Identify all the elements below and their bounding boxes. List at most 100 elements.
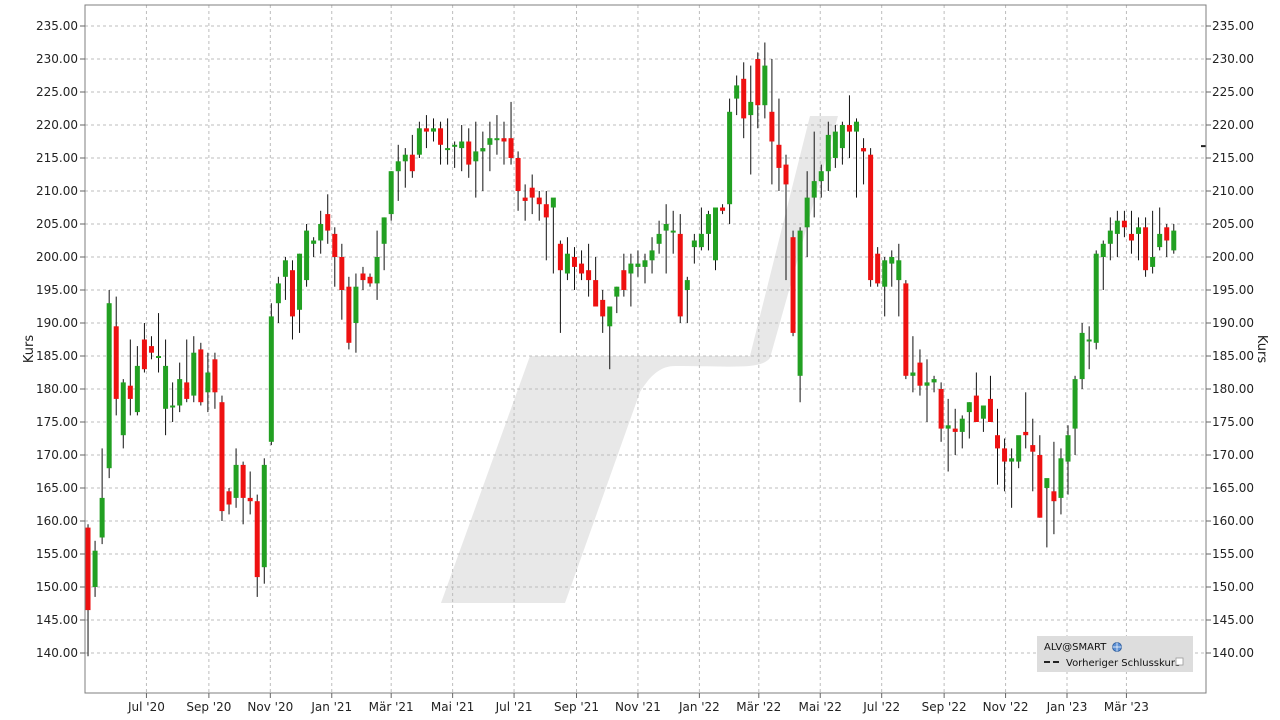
candle xyxy=(1016,435,1022,469)
candle-body xyxy=(762,65,768,106)
candle xyxy=(1002,438,1008,492)
candle xyxy=(1086,326,1092,370)
candle-body xyxy=(134,365,140,413)
candle-body xyxy=(804,197,810,228)
candle-body xyxy=(663,224,669,231)
candle xyxy=(748,65,754,175)
candle xyxy=(571,247,577,290)
candle xyxy=(388,171,394,221)
candle-body xyxy=(896,260,902,281)
candle-body xyxy=(282,260,288,277)
candle-body xyxy=(607,306,613,327)
y-tick-label-right: 185.00 xyxy=(1212,349,1254,363)
candle xyxy=(205,352,211,413)
y-tick-label-right: 165.00 xyxy=(1212,481,1254,495)
candle xyxy=(980,405,986,432)
candle-body xyxy=(191,352,197,396)
candle-body xyxy=(388,171,394,215)
candle xyxy=(1072,375,1078,455)
candle-body xyxy=(564,253,570,274)
candle xyxy=(163,339,169,436)
candle xyxy=(226,488,232,515)
candle xyxy=(1009,448,1015,508)
globe-icon[interactable] xyxy=(1112,642,1122,652)
y-tick-label-left: 205.00 xyxy=(36,217,78,231)
candle xyxy=(367,273,373,287)
candle-body xyxy=(642,260,648,267)
candle-body xyxy=(649,250,655,261)
candle-body xyxy=(1023,431,1029,436)
x-tick-label: Mär '21 xyxy=(369,700,414,714)
candle-body xyxy=(579,263,585,274)
candle-body xyxy=(543,204,549,218)
y-tick-label-right: 230.00 xyxy=(1212,52,1254,66)
candle xyxy=(755,52,761,129)
candle-body xyxy=(1171,230,1177,251)
candle xyxy=(543,191,549,261)
candle xyxy=(966,402,972,439)
candle-body xyxy=(1058,458,1064,498)
y-tick-label-right: 170.00 xyxy=(1212,448,1254,462)
y-tick-label-right: 215.00 xyxy=(1212,151,1254,165)
candle xyxy=(127,339,133,416)
y-tick-label-left: 140.00 xyxy=(36,646,78,660)
candle xyxy=(712,207,718,271)
candle xyxy=(797,227,803,403)
candle-body xyxy=(148,346,154,353)
candle xyxy=(275,276,281,323)
candle-body xyxy=(832,131,838,158)
y-tick-label-right: 150.00 xyxy=(1212,580,1254,594)
candle xyxy=(233,448,239,508)
candle xyxy=(776,98,782,191)
candle xyxy=(381,217,387,271)
candle xyxy=(423,115,429,149)
candle xyxy=(720,204,726,215)
legend-checkbox[interactable] xyxy=(1175,657,1184,666)
candle-body xyxy=(571,257,577,267)
candle xyxy=(148,336,154,360)
candle-body xyxy=(910,372,916,376)
candle-body xyxy=(1002,448,1008,462)
x-tick-label: Jan '22 xyxy=(678,700,720,714)
candle-body xyxy=(311,240,317,244)
y-tick-label-left: 190.00 xyxy=(36,316,78,330)
candle-body xyxy=(430,128,436,132)
candle xyxy=(1058,448,1064,515)
candle xyxy=(550,197,556,274)
candle xyxy=(938,382,944,442)
candle xyxy=(106,290,112,479)
candle-body xyxy=(85,527,91,611)
candle-body xyxy=(1150,257,1156,267)
y-tick-label-left: 210.00 xyxy=(36,184,78,198)
candle-body xyxy=(254,501,260,578)
candle xyxy=(1150,210,1156,274)
watermark-logo xyxy=(441,116,838,603)
candle xyxy=(896,243,902,317)
candle-body xyxy=(353,286,359,323)
candle xyxy=(684,276,690,323)
candle xyxy=(473,121,479,198)
candle xyxy=(677,214,683,323)
candle-body xyxy=(508,138,514,158)
candle xyxy=(318,210,324,254)
x-tick-label: Mai '21 xyxy=(431,700,474,714)
candle-body xyxy=(1044,478,1050,488)
candle xyxy=(1136,217,1142,261)
candle-body xyxy=(945,425,951,429)
candle xyxy=(156,313,162,373)
candle xyxy=(212,352,218,409)
candle xyxy=(268,303,274,446)
candle-body xyxy=(339,257,345,290)
candle xyxy=(99,448,105,545)
candle-body xyxy=(177,379,183,406)
candle xyxy=(586,243,592,297)
candle xyxy=(289,260,295,340)
candle xyxy=(529,174,535,215)
x-tick-label: Nov '22 xyxy=(983,700,1029,714)
candle-body xyxy=(304,230,310,281)
y-tick-label-left: 170.00 xyxy=(36,448,78,462)
candle xyxy=(924,359,930,422)
candle-body xyxy=(346,286,352,343)
candle-body xyxy=(1037,455,1043,518)
candle xyxy=(438,121,444,165)
